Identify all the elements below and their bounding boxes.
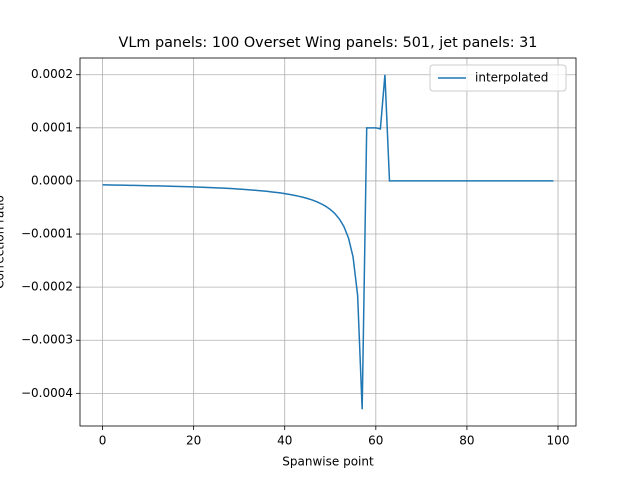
x-tick-label: 60	[368, 434, 383, 448]
y-tick-label: −0.0001	[21, 227, 73, 241]
y-tick-label: 0.0000	[31, 173, 73, 187]
legend-box	[429, 64, 567, 92]
x-tick-label: 100	[547, 434, 570, 448]
y-tick-label: −0.0004	[21, 386, 73, 400]
y-tick-label: 0.0002	[31, 67, 73, 81]
x-axis-label: Spanwise point	[282, 455, 374, 469]
y-axis-label: Correction ratio	[0, 195, 7, 289]
x-tick-label: 20	[186, 434, 201, 448]
x-tick-label: 80	[459, 434, 474, 448]
chart-title: VLm panels: 100 Overset Wing panels: 501…	[119, 35, 538, 51]
x-tick-label: 0	[99, 434, 107, 448]
y-tick-label: 0.0001	[31, 120, 73, 134]
y-tick-label: −0.0002	[21, 280, 73, 294]
y-tick-label: −0.0003	[21, 333, 73, 347]
plot-frame	[79, 57, 577, 427]
data-line	[102, 74, 554, 410]
x-tick-label: 40	[277, 434, 292, 448]
legend-label: interpolated	[475, 71, 548, 85]
